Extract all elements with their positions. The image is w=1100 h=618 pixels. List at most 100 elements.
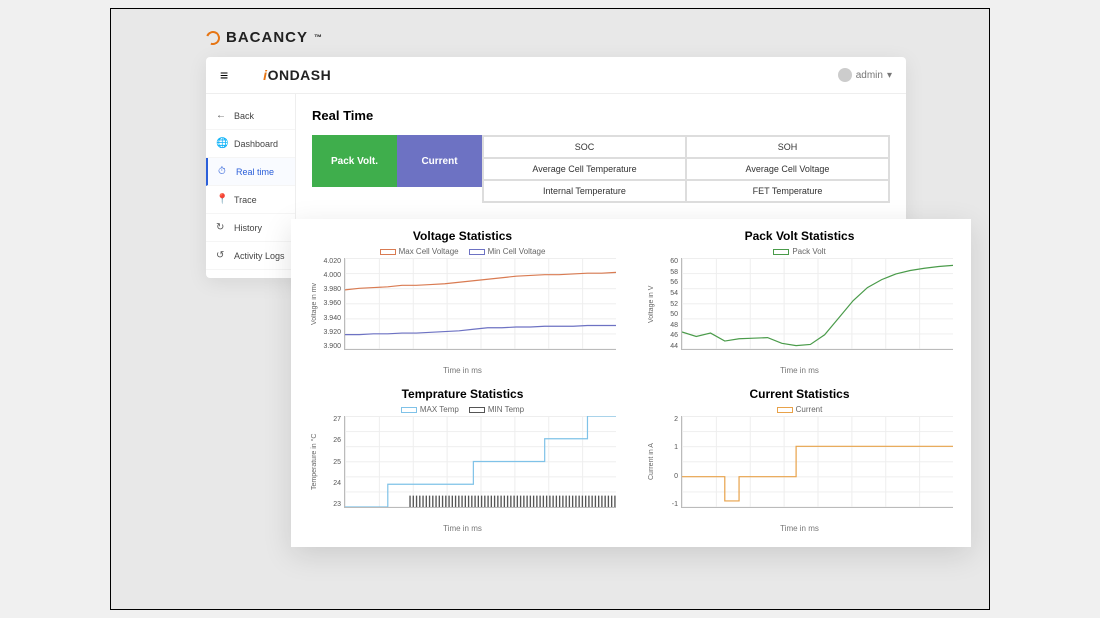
y-tick: 44 xyxy=(657,343,678,350)
y-ticks: 2 1 0 -1 xyxy=(657,416,681,508)
sidebar: ←Back🌐Dashboard⏱Real time📍Trace↻History↺… xyxy=(206,94,296,278)
y-axis-label: Voltage in V xyxy=(646,258,657,350)
brand-logo-icon xyxy=(204,28,223,47)
chart-area: Voltage in V60 58 56 54 52 50 48 46 44 xyxy=(646,258,953,350)
sidebar-item-label: Activity Logs xyxy=(234,251,285,261)
y-tick: 50 xyxy=(657,311,678,318)
user-menu[interactable]: admin ▾ xyxy=(838,68,892,82)
brand-tm: ™ xyxy=(314,33,323,42)
metric-grid: SOCSOHAverage Cell TemperatureAverage Ce… xyxy=(482,135,890,203)
chart-legend: Current xyxy=(646,405,953,414)
sidebar-item-label: History xyxy=(234,223,262,233)
chart-legend: Pack Volt xyxy=(646,247,953,256)
y-tick: 3.960 xyxy=(320,300,341,307)
y-ticks: 4.020 4.000 3.980 3.960 3.940 3.920 3.900 xyxy=(320,258,344,350)
chart-title: Voltage Statistics xyxy=(309,229,616,243)
y-tick: 24 xyxy=(320,480,341,487)
chevron-down-icon: ▾ xyxy=(887,70,892,81)
app-logo-text: ONDASH xyxy=(268,67,332,83)
y-axis-label: Voltage in mv xyxy=(309,258,320,350)
chart-plot xyxy=(344,258,616,350)
y-tick: 46 xyxy=(657,332,678,339)
sidebar-icon: ⏱ xyxy=(218,166,230,177)
sidebar-item-label: Trace xyxy=(234,195,257,205)
y-tick: 52 xyxy=(657,301,678,308)
chart-area: Current in A2 1 0 -1 xyxy=(646,416,953,508)
y-tick: 0 xyxy=(657,473,678,480)
sidebar-item-label: Dashboard xyxy=(234,139,278,149)
chart-plot xyxy=(681,258,953,350)
chart-title: Current Statistics xyxy=(646,387,953,401)
y-ticks: 60 58 56 54 52 50 48 46 44 xyxy=(657,258,681,350)
y-tick: 48 xyxy=(657,322,678,329)
sidebar-item-label: Back xyxy=(234,111,254,121)
sidebar-item-dashboard[interactable]: 🌐 Dashboard xyxy=(206,130,295,158)
legend-item: Pack Volt xyxy=(773,247,825,256)
y-tick: 26 xyxy=(320,437,341,444)
chart-pack-volt-statistics: Pack Volt Statistics Pack Volt Voltage in … xyxy=(646,229,953,375)
metric-cell[interactable]: Average Cell Voltage xyxy=(686,158,889,180)
sidebar-icon: ↺ xyxy=(216,250,228,261)
chart-title: Temprature Statistics xyxy=(309,387,616,401)
user-label: admin xyxy=(856,70,883,81)
legend-item: Current xyxy=(777,405,823,414)
user-avatar-icon xyxy=(838,68,852,82)
charts-card: Voltage Statistics Max Cell Voltage Min Ce… xyxy=(291,219,971,547)
metric-cell[interactable]: SOC xyxy=(483,136,686,158)
sidebar-item-trace[interactable]: 📍 Trace xyxy=(206,186,295,214)
chart-plot xyxy=(681,416,953,508)
y-tick: 27 xyxy=(320,416,341,423)
sidebar-icon: ← xyxy=(216,110,228,121)
chart-area: Voltage in mv4.020 4.000 3.980 3.960 3.940 3.… xyxy=(309,258,616,350)
x-axis-label: Time in ms xyxy=(309,366,616,375)
legend-item: Max Cell Voltage xyxy=(380,247,459,256)
y-tick: 58 xyxy=(657,269,678,276)
hamburger-icon[interactable]: ≡ xyxy=(220,67,228,83)
y-tick: 60 xyxy=(657,258,678,265)
metric-cell[interactable]: Internal Temperature xyxy=(483,180,686,202)
chart-voltage-statistics: Voltage Statistics Max Cell Voltage Min Ce… xyxy=(309,229,616,375)
app-logo: iONDASH xyxy=(263,67,838,83)
app-header: ≡ iONDASH admin ▾ xyxy=(206,57,906,94)
y-tick: 54 xyxy=(657,290,678,297)
y-tick: 3.980 xyxy=(320,286,341,293)
sidebar-icon: 📍 xyxy=(216,194,228,205)
metric-cell[interactable]: SOH xyxy=(686,136,889,158)
y-tick: 3.920 xyxy=(320,329,341,336)
y-axis-label: Temperature in °C xyxy=(309,416,320,508)
legend-item: MAX Temp xyxy=(401,405,459,414)
pack-volt-button[interactable]: Pack Volt. xyxy=(312,135,397,187)
page-title: Real Time xyxy=(312,108,890,123)
legend-item: Min Cell Voltage xyxy=(469,247,546,256)
y-tick: 3.900 xyxy=(320,343,341,350)
x-axis-label: Time in ms xyxy=(309,524,616,533)
sidebar-item-activity-logs[interactable]: ↺ Activity Logs xyxy=(206,242,295,270)
y-tick: 4.000 xyxy=(320,272,341,279)
sidebar-item-back[interactable]: ← Back xyxy=(206,102,295,130)
y-tick: 56 xyxy=(657,279,678,286)
y-ticks: 2726252423 xyxy=(320,416,344,508)
y-tick: 2 xyxy=(657,416,678,423)
metric-cell[interactable]: FET Temperature xyxy=(686,180,889,202)
chart-current-statistics: Current Statistics Current Current in A2 1 0… xyxy=(646,387,953,533)
y-tick: 4.020 xyxy=(320,258,341,265)
metric-cell[interactable]: Average Cell Temperature xyxy=(483,158,686,180)
sidebar-item-history[interactable]: ↻History xyxy=(206,214,295,242)
chart-title: Pack Volt Statistics xyxy=(646,229,953,243)
chart-temprature-statistics: Temprature StatisticsMAX TempMIN TempTem… xyxy=(309,387,616,533)
y-tick: 25 xyxy=(320,459,341,466)
y-tick: 1 xyxy=(657,444,678,451)
x-axis-label: Time in ms xyxy=(646,366,953,375)
chart-legend: Max Cell Voltage Min Cell Voltage xyxy=(309,247,616,256)
chart-plot xyxy=(344,416,616,508)
metric-row: Pack Volt. Current SOCSOHAverage Cell Te… xyxy=(312,135,890,203)
current-button[interactable]: Current xyxy=(397,135,482,187)
y-axis-label: Current in A xyxy=(646,416,657,508)
y-tick: -1 xyxy=(657,501,678,508)
x-axis-label: Time in ms xyxy=(646,524,953,533)
sidebar-item-real-time[interactable]: ⏱ Real time xyxy=(206,158,295,186)
y-tick: 3.940 xyxy=(320,315,341,322)
brand-name: BACANCY xyxy=(226,29,308,46)
sidebar-icon: 🌐 xyxy=(216,138,228,149)
sidebar-item-label: Real time xyxy=(236,167,274,177)
